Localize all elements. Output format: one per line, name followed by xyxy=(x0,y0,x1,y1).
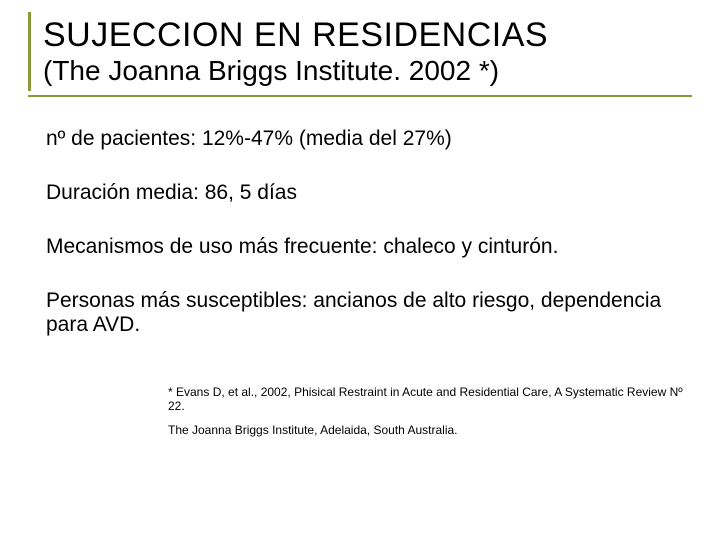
bullet-item: nº de pacientes: 12%-47% (media del 27%) xyxy=(46,127,692,151)
title-block: SUJECCION EN RESIDENCIAS (The Joanna Bri… xyxy=(28,12,692,91)
slide: SUJECCION EN RESIDENCIAS (The Joanna Bri… xyxy=(0,0,720,540)
page-subtitle: (The Joanna Briggs Institute. 2002 *) xyxy=(43,55,692,87)
footnotes-area: * Evans D, et al., 2002, Phisical Restra… xyxy=(28,367,692,437)
footnote-item: * Evans D, et al., 2002, Phisical Restra… xyxy=(168,385,692,413)
bullet-item: Duración media: 86, 5 días xyxy=(46,181,692,205)
bullet-item: Personas más susceptibles: ancianos de a… xyxy=(46,289,692,337)
page-title: SUJECCION EN RESIDENCIAS xyxy=(43,16,692,55)
footnote-item: The Joanna Briggs Institute, Adelaida, S… xyxy=(168,423,692,437)
bullet-item: Mecanismos de uso más frecuente: chaleco… xyxy=(46,235,692,259)
content-area: nº de pacientes: 12%-47% (media del 27%)… xyxy=(28,97,692,337)
